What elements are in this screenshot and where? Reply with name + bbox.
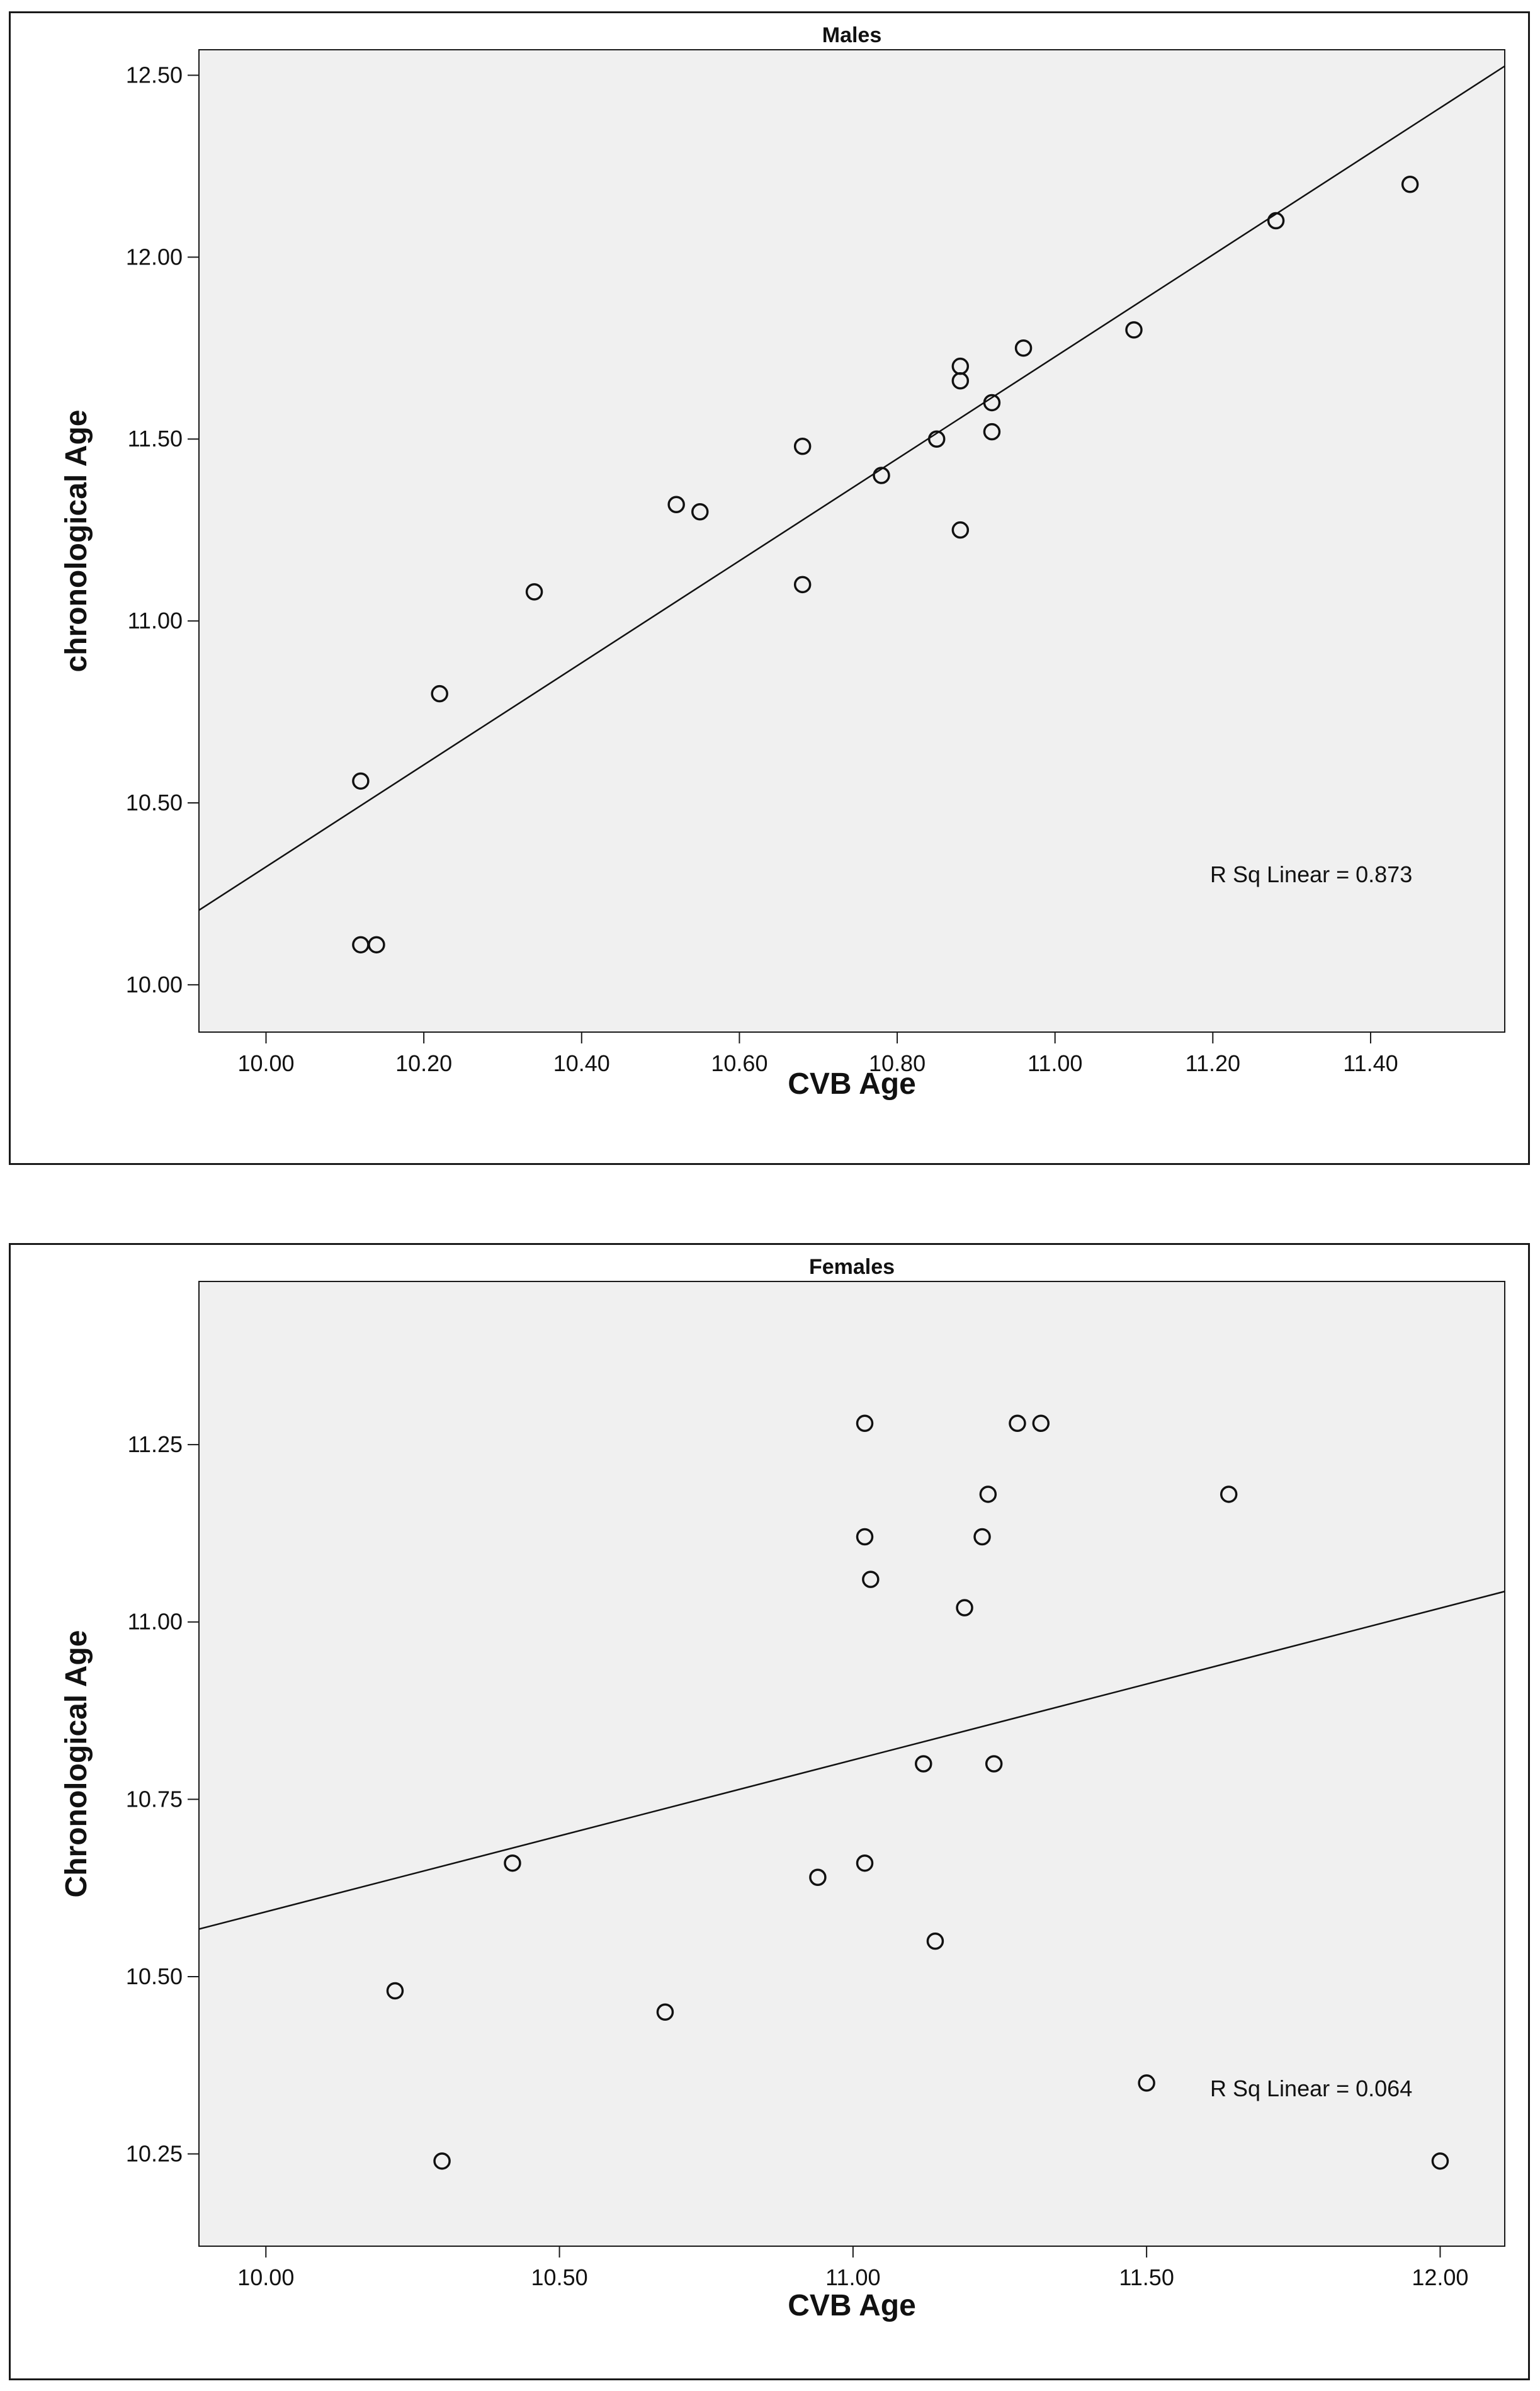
data-point xyxy=(979,1485,997,1503)
fit-line xyxy=(198,1591,1505,1930)
y-tick-label: 10.00 xyxy=(126,972,183,997)
x-axis-title: CVB Age xyxy=(788,1067,916,1101)
data-point xyxy=(983,423,1001,441)
data-point xyxy=(1401,176,1419,193)
y-tick-label: 11.00 xyxy=(128,608,183,633)
data-point xyxy=(973,1528,991,1546)
data-point xyxy=(862,1570,880,1588)
y-tick-label: 11.00 xyxy=(128,1609,183,1635)
females-scatter-chart: 10.25 10.50 10.75 11.00 11.25 10.00 10.50 11.00… xyxy=(60,1255,1505,2322)
data-point xyxy=(956,1599,973,1616)
males-scatter-chart: 10.00 10.50 11.00 11.50 12.00 12.50 10.00 10.20… xyxy=(60,23,1505,1101)
x-tick-label: 10.50 xyxy=(531,2264,588,2290)
plot-area xyxy=(198,49,1505,1033)
data-point xyxy=(368,936,385,954)
y-axis-title: chronological Age xyxy=(60,410,93,673)
y-tick-label: 11.50 xyxy=(128,426,183,452)
x-tick-label: 11.50 xyxy=(1119,2264,1174,2290)
data-point xyxy=(1125,321,1143,339)
data-point xyxy=(1267,212,1285,230)
data-point xyxy=(1431,2152,1449,2170)
chart-title: Females xyxy=(809,1255,895,1279)
plot-area xyxy=(198,1281,1505,2247)
data-point xyxy=(915,1755,932,1773)
data-point xyxy=(985,1755,1003,1773)
data-point xyxy=(667,496,685,513)
r-squared-annotation: R Sq Linear = 0.064 xyxy=(1210,2076,1412,2101)
x-tick-label: 11.40 xyxy=(1343,1050,1398,1076)
y-axis-title: Chronological Age xyxy=(60,1630,93,1898)
data-point xyxy=(856,1528,874,1546)
data-point xyxy=(386,1982,404,2000)
x-tick-label: 10.00 xyxy=(237,1050,294,1076)
y-tick-label: 12.50 xyxy=(126,62,183,88)
fit-line xyxy=(198,65,1505,911)
data-point xyxy=(691,503,709,521)
y-tick-label: 10.75 xyxy=(126,1786,183,1812)
x-tick-label: 10.80 xyxy=(869,1050,926,1076)
data-point xyxy=(656,2003,674,2021)
data-point xyxy=(1009,1414,1026,1433)
x-tick-label: 11.20 xyxy=(1186,1050,1240,1076)
data-point xyxy=(431,684,448,703)
x-tick-label: 11.00 xyxy=(825,2264,880,2290)
x-tick-label: 10.20 xyxy=(395,1050,452,1076)
x-tick-label: 11.00 xyxy=(1028,1050,1082,1076)
data-point xyxy=(1014,339,1033,357)
y-tick-label: 10.50 xyxy=(126,1963,183,1989)
data-point xyxy=(927,430,946,448)
data-point xyxy=(525,583,543,601)
data-point xyxy=(793,576,812,594)
females-chart-panel: 10.25 10.50 10.75 11.00 11.25 10.00 10.50 11.00… xyxy=(9,1243,1530,2380)
r-squared-annotation: R Sq Linear = 0.873 xyxy=(1210,861,1412,887)
data-point xyxy=(433,2152,451,2170)
data-point xyxy=(951,521,970,539)
y-tick-label: 11.25 xyxy=(128,1431,183,1457)
data-point xyxy=(983,394,1001,412)
chart-title: Males xyxy=(822,23,882,47)
data-point xyxy=(856,1414,874,1433)
data-point xyxy=(873,467,890,484)
data-point xyxy=(926,1932,944,1950)
males-chart-panel: 10.00 10.50 11.00 11.50 12.00 12.50 10.00 10.20… xyxy=(9,11,1530,1165)
data-point xyxy=(1032,1414,1050,1433)
x-tick-label: 10.40 xyxy=(553,1050,610,1076)
data-point xyxy=(1138,2074,1155,2092)
data-point xyxy=(809,1868,827,1886)
y-tick-label: 12.00 xyxy=(126,244,183,270)
data-point xyxy=(793,438,812,455)
x-tick-label: 12.00 xyxy=(1412,2264,1468,2290)
data-point xyxy=(951,372,970,390)
data-point xyxy=(352,772,370,790)
y-tick-label: 10.50 xyxy=(126,790,183,815)
y-tick-label: 10.25 xyxy=(126,2141,183,2167)
data-point xyxy=(856,1854,874,1872)
x-axis-title: CVB Age xyxy=(788,2289,916,2322)
data-point xyxy=(1220,1485,1238,1503)
x-tick-label: 10.60 xyxy=(711,1050,767,1076)
x-tick-label: 10.00 xyxy=(237,2264,294,2290)
data-point xyxy=(504,1854,521,1872)
